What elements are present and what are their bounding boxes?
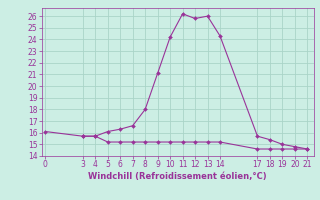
X-axis label: Windchill (Refroidissement éolien,°C): Windchill (Refroidissement éolien,°C) (88, 172, 267, 181)
